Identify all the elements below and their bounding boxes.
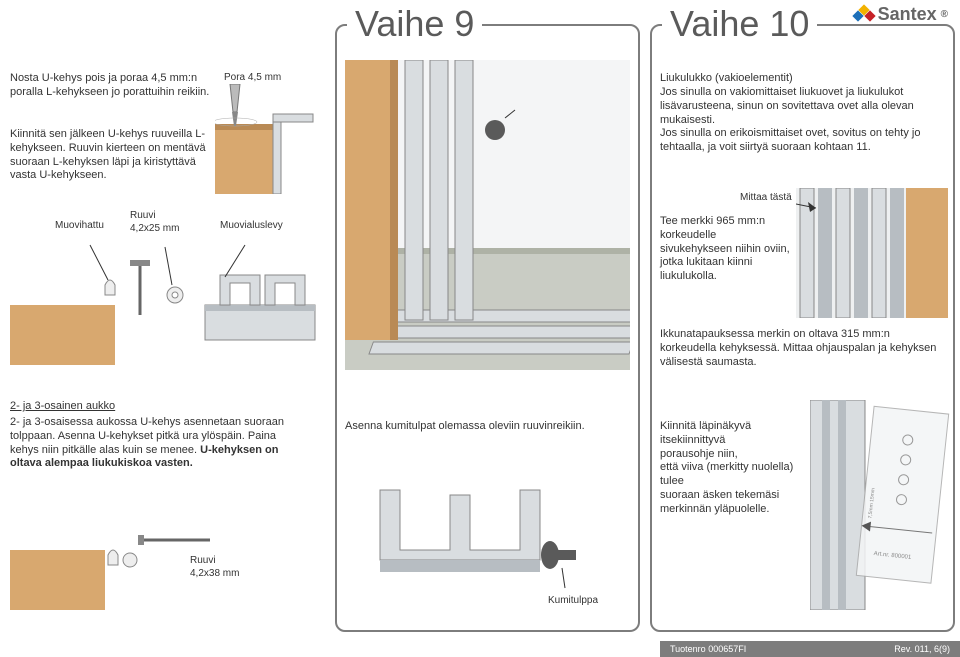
- p9-intro-2: Kiinnitä sen jälkeen U-kehys ruuveilla L…: [10, 128, 210, 183]
- p10-intro-text: Jos sinulla on vakiomittaiset liukuovet …: [660, 86, 945, 155]
- template-illustration: Art.nr. 800001 7,5mm 15mm: [810, 400, 950, 610]
- drill-illustration: [215, 84, 325, 194]
- drill-label: Pora 4,5 mm: [224, 72, 281, 85]
- logo-cubes-icon: [854, 6, 874, 24]
- ikkuna-text: Ikkunatapauksessa merkin on oltava 315 m…: [660, 328, 945, 369]
- section-23-title: 2- ja 3-osainen aukko: [10, 400, 290, 414]
- brand-name: Santex: [878, 4, 937, 25]
- panel-10-title: Vaihe 10: [662, 3, 817, 45]
- section-23-text: 2- ja 3-osaisessa aukossa U-kehys asenne…: [10, 416, 290, 471]
- kumitulppa-main-illustration: [345, 60, 630, 370]
- kumitulppa-cross-section: [370, 460, 600, 600]
- p9-intro-1: Nosta U-kehys pois ja poraa 4,5 mm:n por…: [10, 72, 210, 100]
- ruuvi1-label: Ruuvi 4,2x25 mm: [130, 210, 179, 235]
- ruuvi2-label: Ruuvi 4,2x38 mm: [190, 555, 239, 580]
- p10-intro-title: Liukulukko (vakioelementit): [660, 72, 945, 86]
- muovialuslevy-label: Muovialuslevy: [220, 220, 283, 233]
- screw-assembly-illustration: [10, 235, 330, 365]
- brand-logo: Santex ®: [854, 4, 948, 25]
- mittaa-label: Mittaa tästä: [740, 192, 792, 205]
- rail-illustration: [796, 188, 948, 318]
- kumitulppa2-label: Kumitulppa: [548, 595, 598, 608]
- asenna-kumitulpat: Asenna kumitulpat olemassa oleviin ruuvi…: [345, 420, 595, 434]
- tee-merkki-text: Tee merkki 965 mm:n korkeudelle sivukehy…: [660, 215, 790, 284]
- footer-left: Tuotenro 000657FI: [670, 644, 746, 654]
- footer-bar: Tuotenro 000657FI Rev. 011, 6(9): [660, 641, 960, 657]
- footer-right: Rev. 011, 6(9): [894, 644, 950, 654]
- panel-9-title: Vaihe 9: [347, 3, 482, 45]
- muovihattu-label: Muovihattu: [55, 220, 104, 233]
- kiinnita-text: Kiinnitä läpinäkyvä itsekiinnittyvä pora…: [660, 420, 805, 516]
